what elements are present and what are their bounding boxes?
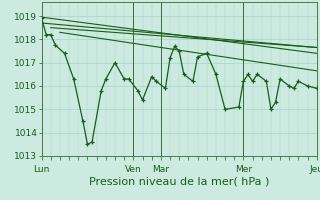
X-axis label: Pression niveau de la mer( hPa ): Pression niveau de la mer( hPa ) [89, 177, 269, 187]
